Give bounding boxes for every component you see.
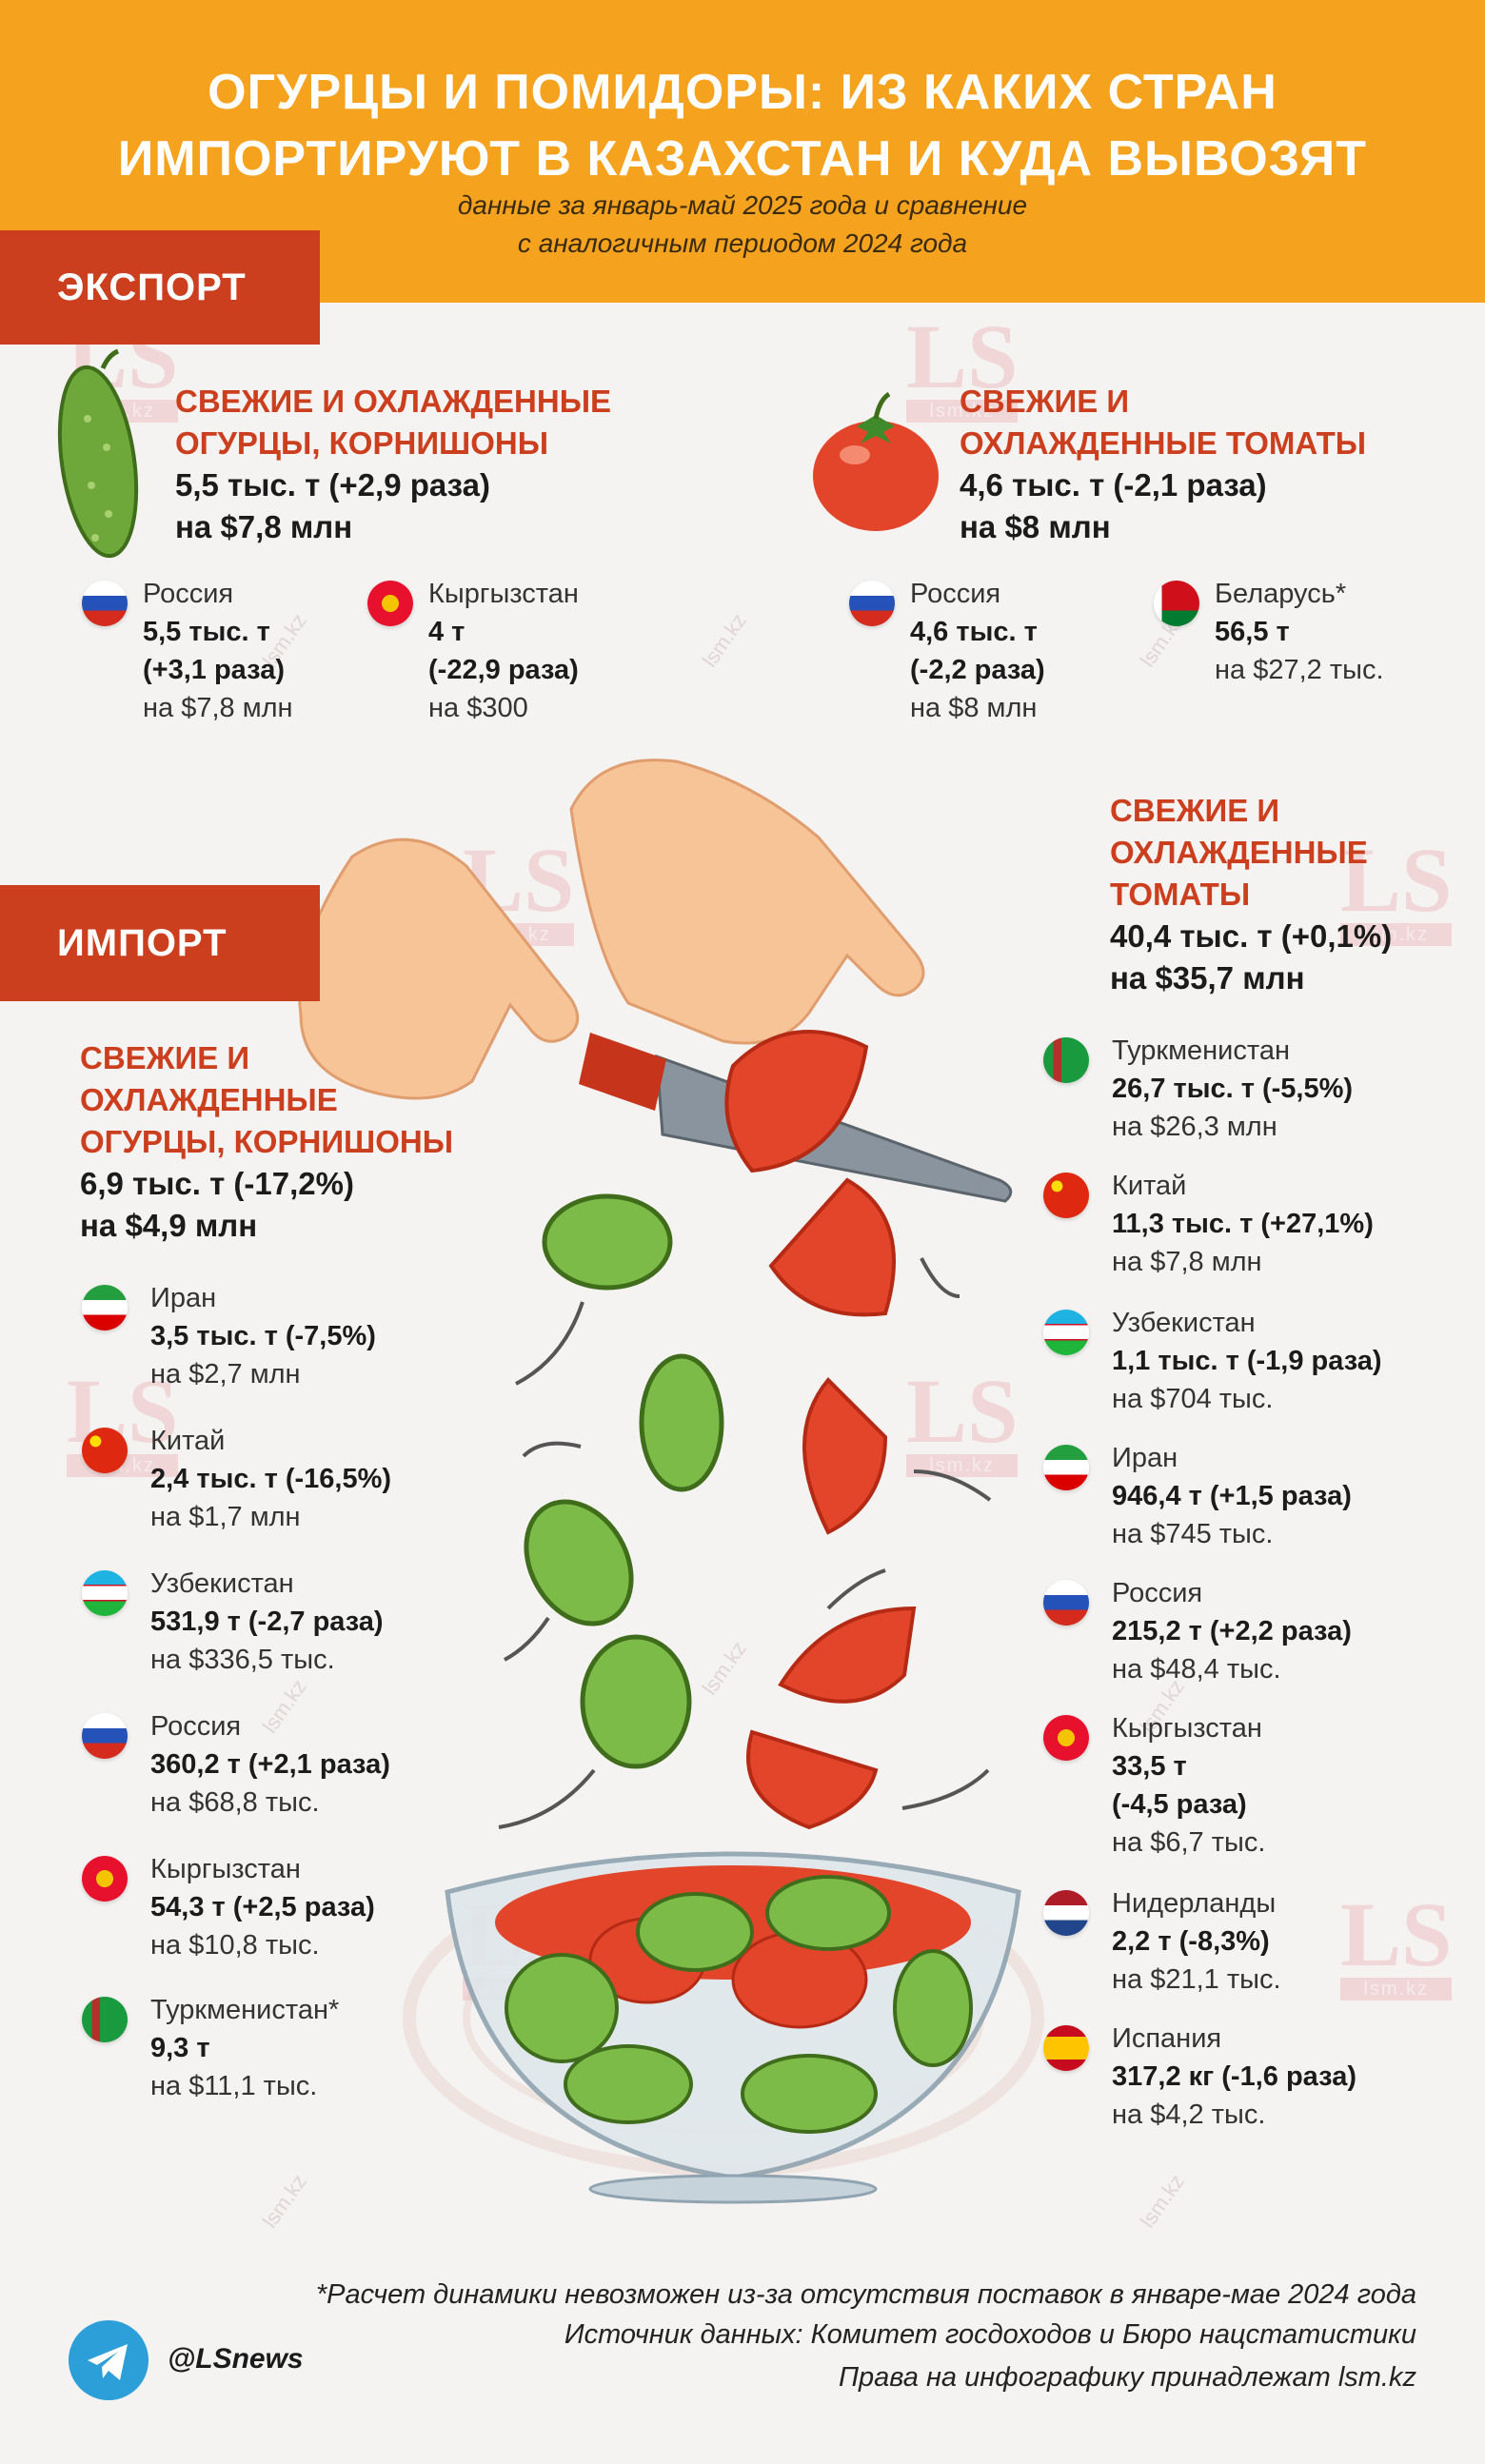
netherlands-flag-icon xyxy=(1043,1890,1089,1936)
import-tomatoes-value: на $35,7 млн xyxy=(1110,960,1305,995)
footnote-copyright: Права на инфографику принадлежат lsm.kz xyxy=(839,2362,1416,2393)
arrow-icons xyxy=(498,1257,992,1829)
footnote-dynamics: *Расчет динамики невозможен из-за отсутс… xyxy=(315,2279,1416,2310)
cucumber-icon xyxy=(57,348,139,559)
page-subtitle: данные за январь-май 2025 года и сравнен… xyxy=(0,187,1485,263)
russia-flag-icon xyxy=(82,581,128,626)
russia-flag-icon xyxy=(1043,1580,1089,1626)
telegram-handle[interactable]: @LSnews xyxy=(168,2343,304,2375)
iran-flag-icon xyxy=(82,1285,128,1331)
tomato-slices xyxy=(724,1030,917,1830)
kyrgyzstan-flag-icon xyxy=(82,1856,128,1902)
export-cucumbers-value: на $7,8 млн xyxy=(175,509,353,544)
kyrgyzstan-flag-icon xyxy=(367,581,413,626)
import-cucumbers-volume: 6,9 тыс. т (-17,2%) xyxy=(80,1166,354,1201)
title-line-1: ОГУРЦЫ И ПОМИДОРЫ: ИЗ КАКИХ СТРАН xyxy=(208,65,1277,120)
import-cucumbers-value: на $4,9 млн xyxy=(80,1208,258,1243)
import-tomatoes-volume: 40,4 тыс. т (+0,1%) xyxy=(1110,918,1393,954)
china-flag-icon xyxy=(82,1428,128,1473)
export-tomatoes-volume: 4,6 тыс. т (-2,1 раза) xyxy=(960,467,1267,503)
import-tomatoes-title: СВЕЖИЕ И ОХЛАЖДЕННЫЕ ТОМАТЫ xyxy=(1110,793,1368,912)
cucumber-slices xyxy=(524,1193,724,1769)
title-line-2: ИМПОРТИРУЮТ В КАЗАХСТАН И КУДА ВЫВОЗЯТ xyxy=(117,131,1368,187)
spain-flag-icon xyxy=(1043,2025,1089,2071)
telegram-icon[interactable] xyxy=(69,2320,148,2400)
import-cucumbers-title: СВЕЖИЕ И ОХЛАЖДЕННЫЕ ОГУРЦЫ, КОРНИШОНЫ xyxy=(80,1040,454,1159)
subtitle-line-1: данные за январь-май 2025 года и сравнен… xyxy=(457,190,1028,220)
footnote-source: Источник данных: Комитет госдоходов и Бю… xyxy=(564,2319,1416,2350)
export-section-label: ЭКСПОРТ xyxy=(0,230,320,345)
export-cucumbers-volume: 5,5 тыс. т (+2,9 раза) xyxy=(175,467,490,503)
turkmenistan-flag-icon xyxy=(82,1997,128,2042)
russia-flag-icon xyxy=(82,1713,128,1759)
export-tomatoes-title: СВЕЖИЕ И ОХЛАЖДЕННЫЕ ТОМАТЫ xyxy=(960,384,1367,461)
salad-bowl xyxy=(445,1851,1021,2204)
export-tomatoes-value: на $8 млн xyxy=(960,509,1111,544)
belarus-flag-icon xyxy=(1154,581,1199,626)
import-section-label: ИМПОРТ xyxy=(0,885,320,1001)
kyrgyzstan-flag-icon xyxy=(1043,1715,1089,1761)
uzbekistan-flag-icon xyxy=(1043,1310,1089,1355)
page-title: ОГУРЦЫ И ПОМИДОРЫ: ИЗ КАКИХ СТРАН ИМПОРТ… xyxy=(0,59,1485,192)
iran-flag-icon xyxy=(1043,1445,1089,1490)
russia-flag-icon xyxy=(849,581,895,626)
turkmenistan-flag-icon xyxy=(1043,1037,1089,1083)
uzbekistan-flag-icon xyxy=(82,1570,128,1616)
china-flag-icon xyxy=(1043,1173,1089,1218)
tomato-icon xyxy=(813,391,939,531)
subtitle-line-2: с аналогичным периодом 2024 года xyxy=(517,228,968,258)
export-cucumbers-title: СВЕЖИЕ И ОХЛАЖДЕННЫЕ ОГУРЦЫ, КОРНИШОНЫ xyxy=(175,384,612,461)
